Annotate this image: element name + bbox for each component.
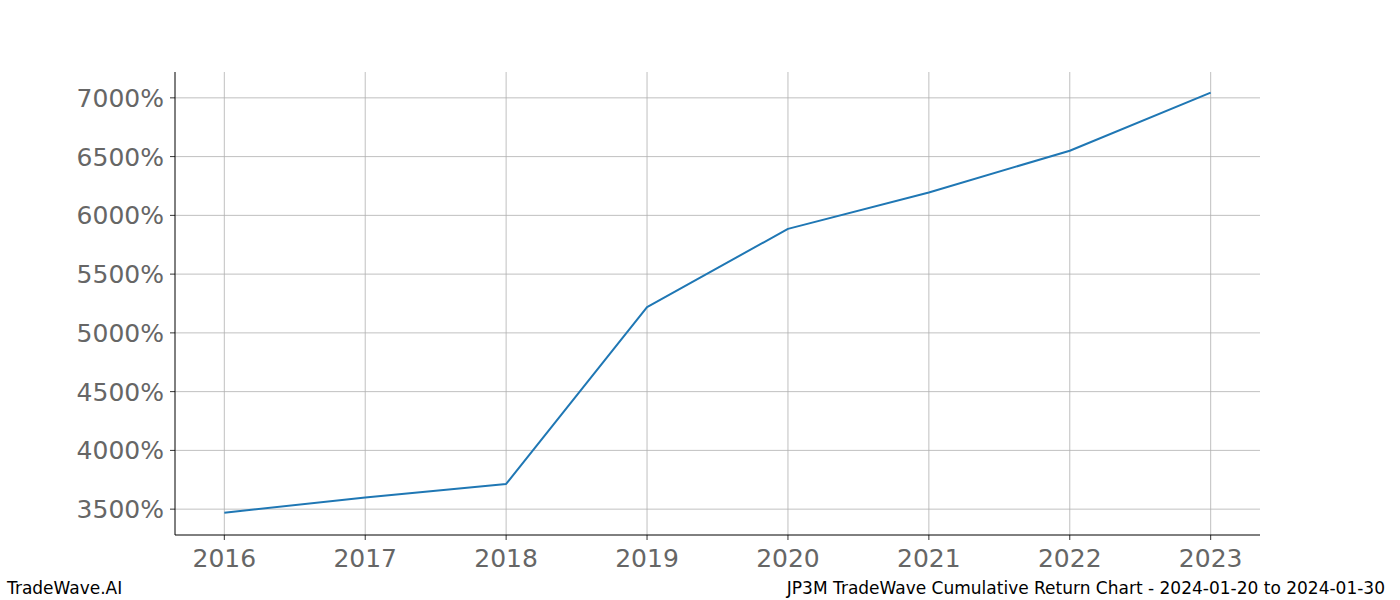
tick — [787, 535, 788, 540]
grid-line — [365, 72, 366, 535]
title: JP3M TradeWave Cumulative Return Chart -… — [786, 578, 1385, 598]
tick — [506, 535, 507, 540]
tick — [170, 450, 175, 451]
tick-label: 3500% — [77, 495, 164, 524]
tick-label: 2021 — [897, 544, 961, 573]
grid-line — [1210, 72, 1211, 535]
tick — [170, 274, 175, 275]
tick — [365, 535, 366, 540]
grid-line — [224, 72, 225, 535]
grid-line — [175, 97, 1260, 98]
tick-label: 6000% — [77, 201, 164, 230]
tick — [647, 535, 648, 540]
tick-label: 7000% — [77, 84, 164, 113]
grid-line — [1069, 72, 1070, 535]
tick — [224, 535, 225, 540]
grid-line — [175, 215, 1260, 216]
tick-label: 2018 — [474, 544, 538, 573]
grid-line — [175, 332, 1260, 333]
tick-label: 2017 — [333, 544, 397, 573]
x-axis — [175, 535, 1260, 536]
tick-label: 6500% — [77, 143, 164, 172]
tick-label: 2016 — [193, 544, 257, 573]
tick-label: 2019 — [615, 544, 679, 573]
tick-label: 4500% — [77, 378, 164, 407]
tick-label: 2022 — [1038, 544, 1102, 573]
tick — [928, 535, 929, 540]
grid-line — [175, 509, 1260, 510]
line — [224, 93, 1210, 513]
grid-line — [647, 72, 648, 535]
tick — [170, 391, 175, 392]
grid-line — [175, 391, 1260, 392]
grid-line — [175, 450, 1260, 451]
tick — [170, 332, 175, 333]
grid-line — [175, 156, 1260, 157]
plot-area — [224, 93, 1210, 513]
tick — [1210, 535, 1211, 540]
grid-line — [506, 72, 507, 535]
tick — [170, 509, 175, 510]
tick-label: 4000% — [77, 436, 164, 465]
y-axis — [175, 72, 176, 535]
source: TradeWave.AI — [6, 578, 122, 598]
tick — [170, 97, 175, 98]
tick-label: 5000% — [77, 319, 164, 348]
grid-line — [787, 72, 788, 535]
tick-label: 2023 — [1179, 544, 1243, 573]
tick-label: 5500% — [77, 260, 164, 289]
tick — [170, 156, 175, 157]
tick-label: 2020 — [756, 544, 820, 573]
chart: 2016 2017 2018 2019 2020 2021 2022 2023 3500% 400… — [0, 0, 1400, 600]
tick — [1069, 535, 1070, 540]
grid-line — [175, 274, 1260, 275]
grid-line — [928, 72, 929, 535]
tick — [170, 215, 175, 216]
